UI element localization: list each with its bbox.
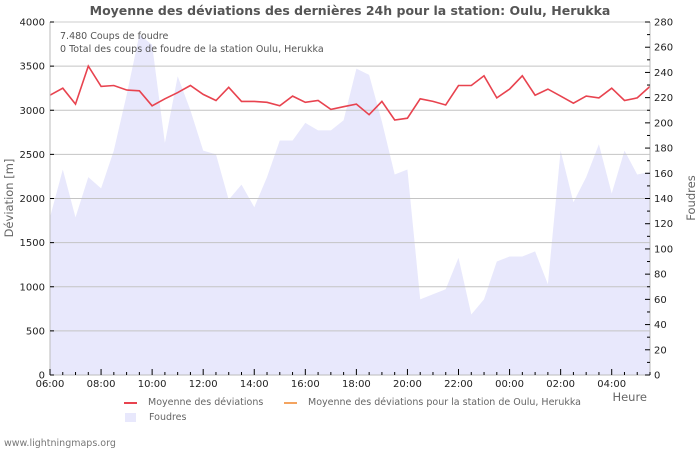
y2-tick-label: 20 xyxy=(654,345,667,356)
y-tick-label: 3500 xyxy=(20,62,45,73)
legend-item-station-deviation: Moyenne des déviations pour la station d… xyxy=(284,397,581,408)
y2-tick-label: 160 xyxy=(654,169,673,180)
deviation-line xyxy=(49,64,651,121)
x-tick-label: 02:00 xyxy=(546,379,575,390)
chart-title: Moyenne des déviations des dernières 24h… xyxy=(89,3,611,18)
y2-tick-label: 0 xyxy=(654,371,660,382)
legend-label: Moyenne des déviations xyxy=(148,397,264,408)
legend-label: Moyenne des déviations pour la station d… xyxy=(308,397,581,408)
y2-tick-label: 240 xyxy=(654,68,673,79)
deviation-line-series xyxy=(49,64,651,121)
y2-tick-label: 220 xyxy=(654,93,673,104)
y2-tick-label: 80 xyxy=(654,270,667,281)
y2-tick-label: 120 xyxy=(654,219,673,230)
info-box: 7.480 Coups de foudre 0 Total des coups … xyxy=(60,30,324,56)
x-tick-label: 08:00 xyxy=(87,379,116,390)
y-tick-label: 500 xyxy=(26,326,45,337)
y2-tick-label: 40 xyxy=(654,320,667,331)
x-tick-label: 12:00 xyxy=(189,379,218,390)
y-tick-label: 0 xyxy=(39,371,45,382)
axes xyxy=(49,21,651,376)
y2-tick-label: 200 xyxy=(654,118,673,129)
y-tick-label: 2000 xyxy=(20,194,45,205)
y2-tick-label: 280 xyxy=(654,18,673,29)
x-axis-title: Heure xyxy=(612,390,647,404)
x-tick-label: 20:00 xyxy=(393,379,422,390)
y2-tick-label: 100 xyxy=(654,244,673,255)
y2-tick-label: 180 xyxy=(654,144,673,155)
legend-item-lightning: Foudres xyxy=(124,412,186,423)
lightning-area xyxy=(50,34,650,375)
station-total-text: 0 Total des coups de foudre de la statio… xyxy=(60,44,324,55)
legend-swatch-red-line xyxy=(124,401,137,404)
x-tick-label: 14:00 xyxy=(240,379,269,390)
y2-tick-label: 60 xyxy=(654,295,667,306)
x-tick-label: 06:00 xyxy=(36,379,65,390)
x-tick-label: 16:00 xyxy=(291,379,320,390)
y-axis-title: Déviation [m] xyxy=(2,159,16,238)
strike-count-text: 7.480 Coups de foudre xyxy=(60,31,169,42)
legend-swatch-orange-line xyxy=(284,401,297,404)
y-tick-label: 3000 xyxy=(20,106,45,117)
y2-tick-label: 140 xyxy=(654,194,673,205)
legend-label: Foudres xyxy=(149,412,187,423)
x-tick-label: 00:00 xyxy=(495,379,524,390)
y-tick-label: 4000 xyxy=(20,18,45,29)
y-tick-label: 1500 xyxy=(20,238,45,249)
y2-tick-label: 260 xyxy=(654,43,673,54)
legend-item-deviation: Moyenne des déviations xyxy=(124,397,263,408)
lightning-area-series xyxy=(50,34,650,375)
y-tick-label: 1000 xyxy=(20,282,45,293)
tick-labels: 0 500 1000 1500 2000 2500 3000 3500 4000 0 20 40 60 8… xyxy=(20,18,674,391)
y2-axis-title: Foudres xyxy=(684,175,698,220)
y-tick-label: 2500 xyxy=(20,150,45,161)
footer-credit: www.lightningmaps.org xyxy=(4,438,116,449)
x-tick-label: 04:00 xyxy=(597,379,626,390)
x-tick-label: 10:00 xyxy=(138,379,167,390)
x-tick-label: 22:00 xyxy=(444,379,473,390)
legend-swatch-area xyxy=(125,413,136,422)
x-tick-label: 18:00 xyxy=(342,379,371,390)
